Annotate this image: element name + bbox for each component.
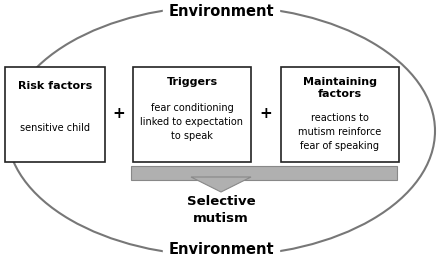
Text: fear conditioning
linked to expectation
to speak: fear conditioning linked to expectation … — [141, 103, 244, 141]
Text: Risk factors: Risk factors — [18, 81, 92, 91]
Text: Selective
mutism: Selective mutism — [187, 195, 255, 225]
Text: +: + — [259, 106, 272, 122]
FancyBboxPatch shape — [281, 67, 399, 161]
Text: Maintaining
factors: Maintaining factors — [303, 77, 377, 99]
FancyBboxPatch shape — [5, 67, 105, 161]
Text: reactions to
mutism reinforce
fear of speaking: reactions to mutism reinforce fear of sp… — [298, 113, 381, 151]
Polygon shape — [191, 177, 251, 192]
Text: sensitive child: sensitive child — [20, 123, 90, 133]
FancyBboxPatch shape — [131, 166, 397, 179]
FancyBboxPatch shape — [133, 67, 251, 161]
Text: +: + — [113, 106, 126, 122]
Text: Environment: Environment — [168, 4, 274, 19]
FancyBboxPatch shape — [205, 177, 237, 179]
Text: Environment: Environment — [168, 243, 274, 258]
Text: Triggers: Triggers — [167, 77, 217, 87]
